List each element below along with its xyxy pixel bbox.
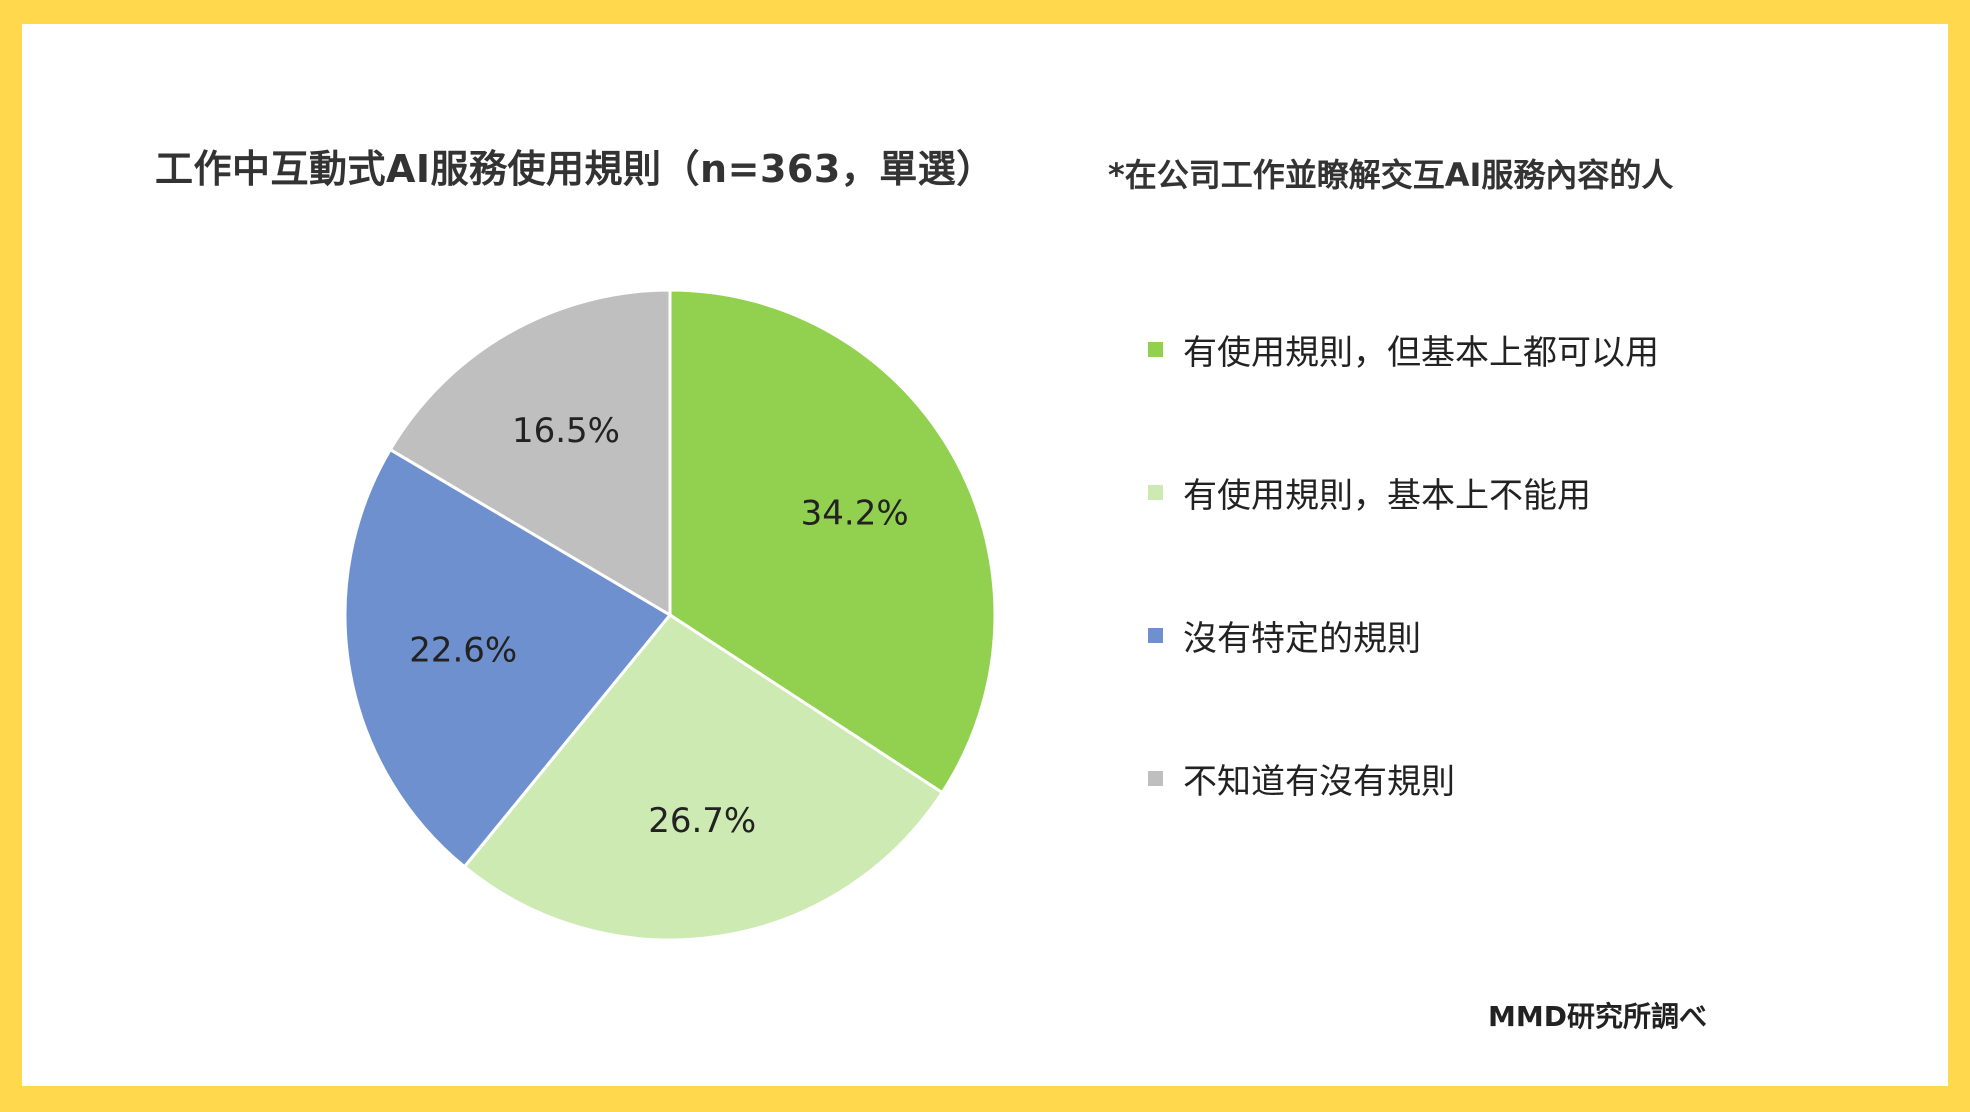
chart-title: 工作中互動式AI服務使用規則（n=363，單選）	[155, 147, 995, 191]
legend-item-4: 不知道有沒有規則	[1148, 754, 1455, 803]
pie-slice-4	[388, 288, 672, 618]
slice-data-label-3: 22.6%	[409, 630, 517, 670]
slice-data-label-4: 16.5%	[512, 411, 620, 451]
legend-label: 有使用規則，基本上不能用	[1183, 476, 1591, 516]
legend-item-1: 有使用規則，但基本上都可以用	[1148, 325, 1659, 374]
pie-chart: 34.2% 26.7% 22.6% 16.5%	[343, 288, 997, 942]
pie-labels: 34.2% 26.7% 22.6% 16.5%	[409, 411, 908, 841]
legend-swatch	[1148, 485, 1163, 500]
legend-label: 不知道有沒有規則	[1183, 762, 1455, 802]
legend-label: 沒有特定的規則	[1183, 619, 1421, 659]
legend-swatch	[1148, 342, 1163, 357]
legend-swatch	[1148, 771, 1163, 786]
source-credit: MMD研究所調べ	[1488, 1000, 1707, 1033]
legend-label: 有使用規則，但基本上都可以用	[1183, 333, 1659, 373]
pie-slice-2	[462, 613, 945, 942]
chart-subtitle: *在公司工作並瞭解交互AI服務內容的人	[1108, 156, 1674, 194]
legend-item-3: 沒有特定的規則	[1148, 611, 1421, 660]
legend-item-2: 有使用規則，基本上不能用	[1148, 468, 1591, 517]
pie-slice-3	[343, 447, 673, 869]
pie-slices	[343, 288, 997, 942]
slice-data-label-2: 26.7%	[648, 801, 756, 841]
slice-data-label-1: 34.2%	[801, 493, 909, 533]
legend-swatch	[1148, 628, 1163, 643]
